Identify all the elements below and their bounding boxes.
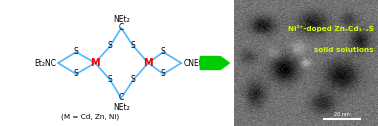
Text: NEt₂: NEt₂: [113, 14, 130, 24]
Text: S: S: [108, 75, 113, 85]
Text: NEt₂: NEt₂: [113, 102, 130, 112]
Text: M: M: [143, 58, 153, 68]
Text: Ni²⁺-doped ZnₓCd₁₋ₓS: Ni²⁺-doped ZnₓCd₁₋ₓS: [288, 24, 374, 32]
Text: CNEt₂: CNEt₂: [183, 58, 205, 68]
Text: S: S: [131, 75, 136, 85]
Text: C: C: [119, 24, 124, 33]
FancyArrow shape: [200, 56, 229, 70]
Text: solid solutions: solid solutions: [314, 47, 374, 53]
Text: M: M: [90, 58, 100, 68]
Text: S: S: [74, 48, 79, 56]
Text: Et₂NC: Et₂NC: [34, 58, 56, 68]
Text: C: C: [119, 93, 124, 102]
Text: S: S: [108, 41, 113, 51]
Text: (M = Cd, Zn, Ni): (M = Cd, Zn, Ni): [61, 114, 119, 120]
Text: S: S: [74, 70, 79, 78]
Text: 20 nm: 20 nm: [334, 112, 350, 117]
Text: S: S: [131, 41, 136, 51]
Text: S: S: [161, 48, 166, 56]
Text: S: S: [161, 70, 166, 78]
